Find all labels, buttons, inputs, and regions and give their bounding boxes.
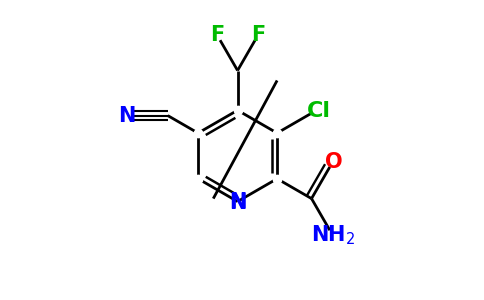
Text: O: O xyxy=(325,152,342,172)
Text: F: F xyxy=(210,25,224,45)
Text: Cl: Cl xyxy=(307,100,331,121)
Text: F: F xyxy=(251,25,265,45)
Text: N: N xyxy=(229,193,246,213)
Text: N: N xyxy=(229,192,246,212)
Text: NH$_2$: NH$_2$ xyxy=(311,224,356,247)
Text: N: N xyxy=(118,106,136,126)
